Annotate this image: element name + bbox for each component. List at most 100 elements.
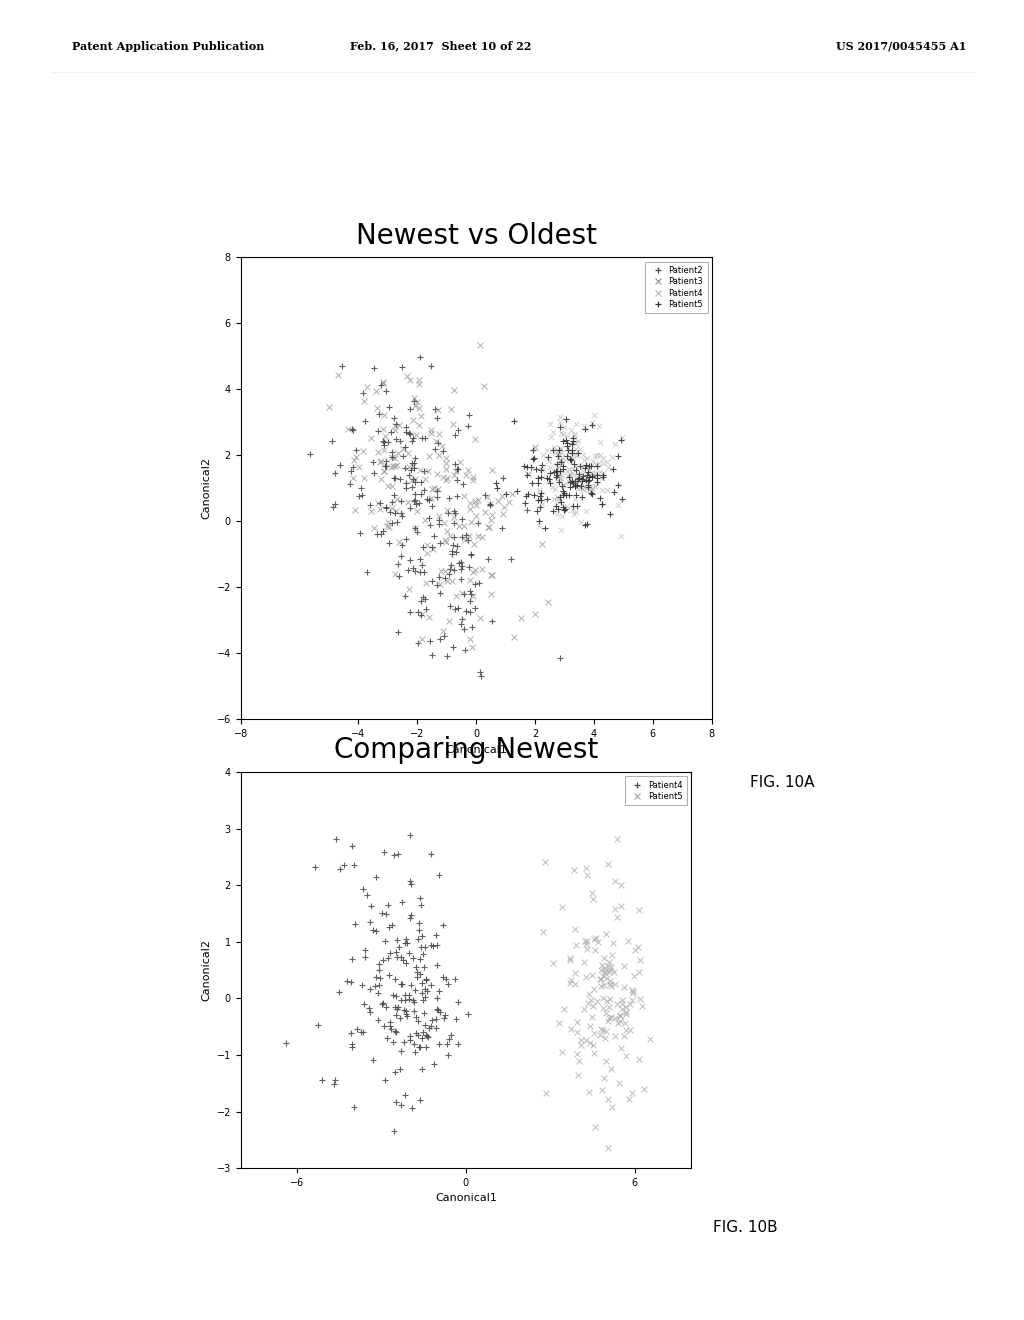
Point xyxy=(361,979,378,1001)
Point xyxy=(396,458,413,479)
Point xyxy=(382,455,398,477)
Point xyxy=(562,471,579,492)
Point xyxy=(446,500,463,521)
Point xyxy=(367,975,383,997)
Point xyxy=(376,440,392,461)
Point xyxy=(439,1034,456,1055)
Point xyxy=(480,516,497,537)
Point xyxy=(456,486,472,507)
Point xyxy=(548,461,564,482)
Point xyxy=(477,484,494,506)
Point xyxy=(435,467,452,488)
Point xyxy=(428,954,444,975)
Point xyxy=(383,491,399,512)
Point xyxy=(546,437,562,458)
Point xyxy=(391,1059,408,1080)
Point xyxy=(592,1024,608,1045)
Point xyxy=(547,442,563,463)
Point xyxy=(568,1022,585,1043)
Point xyxy=(381,916,397,937)
Point xyxy=(558,484,574,506)
Point xyxy=(545,421,561,442)
Point xyxy=(585,478,601,499)
Point xyxy=(420,1026,436,1047)
Point xyxy=(529,467,546,488)
Point xyxy=(566,974,583,995)
Point xyxy=(612,1038,629,1059)
Point xyxy=(398,478,415,499)
Point xyxy=(484,565,501,586)
Point xyxy=(577,418,593,440)
Point xyxy=(614,426,631,447)
Point xyxy=(388,941,404,962)
Point xyxy=(481,494,498,515)
Point xyxy=(431,979,447,1001)
Point xyxy=(567,433,584,454)
Point xyxy=(616,977,633,998)
Point xyxy=(396,932,413,953)
Point xyxy=(554,475,570,496)
Point xyxy=(447,598,464,619)
Point xyxy=(594,494,610,515)
Point xyxy=(444,414,461,436)
Point xyxy=(613,429,630,450)
Point xyxy=(594,494,610,515)
Point xyxy=(453,568,469,589)
Point xyxy=(428,1008,444,1030)
Point xyxy=(553,450,569,471)
Point xyxy=(585,1034,601,1055)
Point xyxy=(417,469,433,490)
Point xyxy=(577,416,593,437)
Point xyxy=(455,474,471,495)
Point xyxy=(586,928,602,949)
Point xyxy=(431,445,447,466)
Point xyxy=(408,471,424,492)
Point xyxy=(435,915,452,936)
Point xyxy=(566,463,583,484)
Point xyxy=(579,933,595,954)
Point xyxy=(552,486,568,507)
Point xyxy=(467,491,483,512)
Point xyxy=(370,442,386,463)
Point xyxy=(389,455,406,477)
Point xyxy=(436,561,453,582)
Point xyxy=(439,645,456,667)
Point xyxy=(355,383,372,404)
Point xyxy=(495,503,511,524)
Point xyxy=(484,610,501,631)
Point xyxy=(625,981,641,1002)
Point xyxy=(354,441,371,462)
Point xyxy=(604,1097,621,1118)
Point xyxy=(596,1068,612,1089)
Point xyxy=(394,356,411,378)
Point xyxy=(569,445,586,466)
Point xyxy=(559,436,575,457)
Point xyxy=(495,467,511,488)
Point xyxy=(379,1027,395,1048)
Point xyxy=(406,491,422,512)
Point xyxy=(559,446,575,467)
Point xyxy=(595,462,611,483)
Point xyxy=(569,1011,586,1032)
Point xyxy=(470,512,486,533)
Point xyxy=(525,484,542,506)
Point xyxy=(423,1015,439,1036)
Point xyxy=(597,962,613,983)
Point xyxy=(386,484,402,506)
Point xyxy=(596,960,612,981)
Point xyxy=(553,451,569,473)
Point xyxy=(600,1010,616,1031)
Point xyxy=(428,463,444,484)
Point xyxy=(306,857,323,878)
Point xyxy=(496,496,512,517)
Point xyxy=(566,503,583,524)
Point xyxy=(598,1051,614,1072)
Point xyxy=(314,1069,331,1090)
Point xyxy=(494,517,510,539)
Point xyxy=(396,985,413,1006)
Point xyxy=(562,434,579,455)
Point xyxy=(570,442,587,463)
Point xyxy=(446,424,463,445)
Point xyxy=(583,455,599,477)
Point xyxy=(407,483,423,504)
